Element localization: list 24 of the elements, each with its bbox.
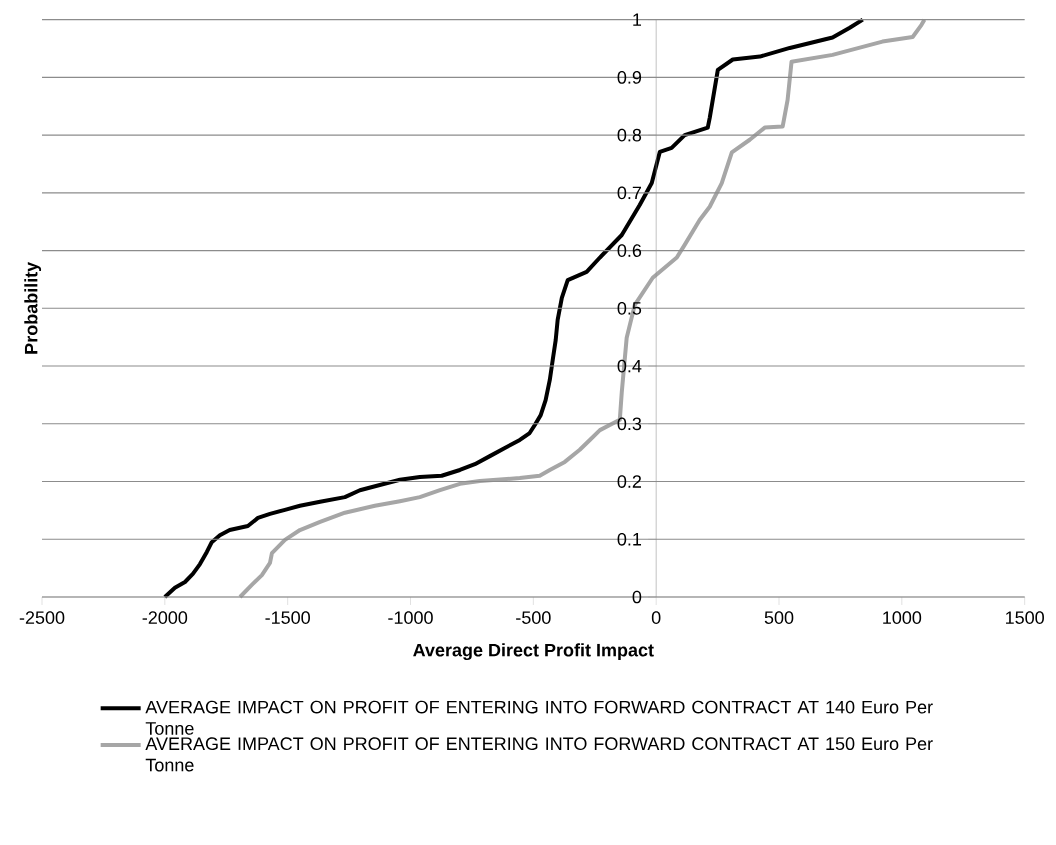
x-tick-label: 0: [651, 611, 661, 624]
y-tick-label: 0.8: [617, 128, 642, 142]
y-tick-label: 0.7: [617, 186, 641, 200]
x-tick-label: -2500: [19, 611, 65, 624]
x-tick-label: 500: [764, 611, 794, 624]
legend-label: AVERAGE IMPACT ON PROFIT OF ENTERING INTO FORWARD CONTRACT AT 140 Euro Per Tonne: [145, 700, 933, 735]
x-tick-label: 1500: [1006, 611, 1044, 624]
x-tick-label: 1000: [883, 611, 922, 624]
y-tick-label: 0: [632, 590, 642, 604]
x-tick-label: -500: [516, 611, 551, 624]
y-tick-label: 0.9: [617, 71, 642, 84]
y-tick-label: 0.6: [617, 244, 642, 257]
y-tick-label: 0.4: [617, 359, 642, 373]
x-tick-label: -1500: [265, 611, 310, 624]
y-tick-label: 0.2: [617, 475, 641, 488]
y-tick-label: 0.3: [617, 417, 642, 431]
x-axis-title: Average Direct Profit Impact: [413, 643, 654, 661]
y-tick-label: 1: [633, 13, 642, 26]
x-tick-label: -1000: [388, 611, 433, 624]
y-tick-label: 0.1: [617, 532, 642, 546]
x-tick-label: -2000: [142, 611, 188, 624]
legend-label: AVERAGE IMPACT ON PROFIT OF ENTERING INTO FORWARD CONTRACT AT 150 Euro Per Tonne: [145, 737, 933, 772]
y-tick-label: 0.5: [617, 301, 642, 315]
y-axis-title: Probability: [24, 261, 42, 354]
